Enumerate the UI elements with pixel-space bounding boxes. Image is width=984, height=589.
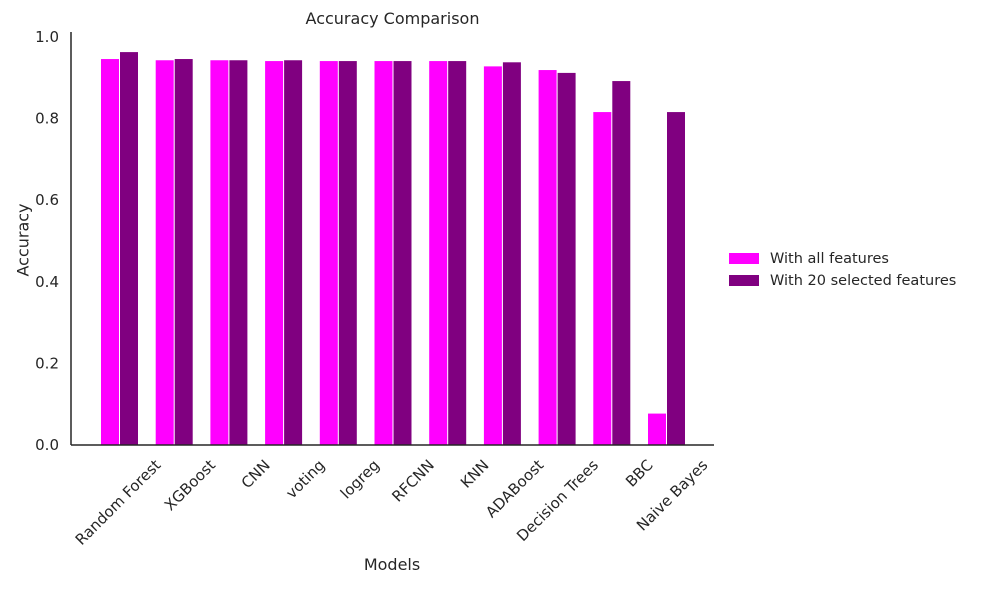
bar-naive-bayes-series-2 [667,112,685,446]
x-tick-label: Random Forest [72,456,165,549]
bar-bbc-series-2 [612,81,631,446]
y-axis-title: Accuracy [14,203,33,276]
axes-layer [70,32,714,446]
bar-xgboost-series-1 [155,60,174,445]
y-tick-label: 0.6 [35,191,59,209]
legend-label-series-2: With 20 selected features [770,273,956,289]
legend: With all features With 20 selected featur… [729,251,956,289]
bar-knn-series-1 [429,61,448,446]
x-tick-label: voting [282,456,328,502]
bar-rfcnn-series-1 [374,61,393,446]
bar-adaboost-series-2 [502,62,521,446]
x-tick-label: CNN [238,456,274,492]
y-tick-label: 0.8 [35,110,59,128]
bar-decision-trees-series-2 [557,72,576,446]
y-tick-label: 0.4 [35,273,59,291]
bar-adaboost-series-1 [483,66,502,445]
x-tick-label: KNN [457,456,493,492]
bar-random-forest-series-1 [101,59,119,445]
legend-swatch-series-1 [729,253,759,264]
x-tick-label: BBC [622,456,657,491]
x-tick-label: RFCNN [388,456,437,505]
bar-rfcnn-series-2 [393,61,412,446]
legend-swatch-series-2 [729,275,759,286]
legend-label-series-1: With all features [770,251,889,267]
bar-cnn-series-1 [210,60,229,445]
bar-random-forest-series-2 [120,52,138,445]
bar-naive-bayes-series-1 [648,413,666,445]
bar-bbc-series-1 [593,112,612,446]
y-tick-label: 1.0 [35,28,59,46]
bar-decision-trees-series-1 [538,70,557,445]
bars-layer [101,52,685,446]
y-ticks: 0.0 0.2 0.4 0.6 0.8 1.0 [35,28,59,454]
bar-logreg-series-2 [338,61,357,446]
x-axis-title: Models [364,555,420,574]
bar-cnn-series-2 [229,60,248,445]
bar-logreg-series-1 [319,61,338,446]
bar-voting-series-1 [265,61,284,446]
bar-knn-series-2 [448,61,467,446]
y-tick-label: 0.2 [35,354,59,372]
chart-title: Accuracy Comparison [306,9,480,28]
bar-xgboost-series-2 [174,59,193,445]
y-tick-label: 0.0 [35,436,59,454]
x-tick-label: XGBoost [161,456,219,514]
bar-voting-series-2 [284,60,303,445]
x-tick-label: logreg [337,456,383,502]
